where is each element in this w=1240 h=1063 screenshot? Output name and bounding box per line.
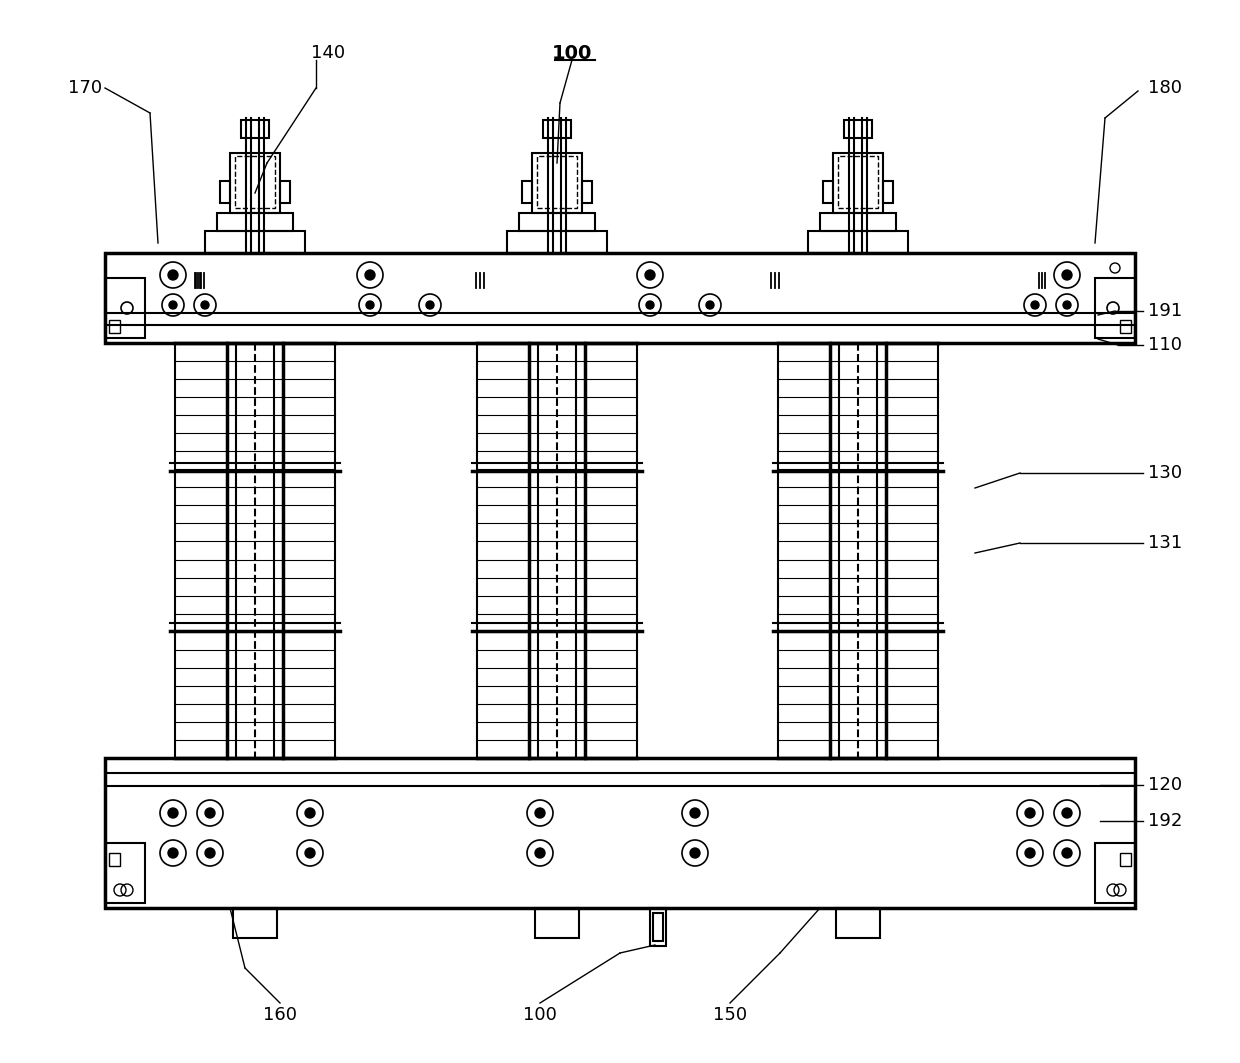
Bar <box>833 153 883 213</box>
Bar <box>543 120 570 138</box>
Circle shape <box>706 301 714 309</box>
Bar <box>582 181 591 203</box>
Bar <box>229 153 280 213</box>
Text: 160: 160 <box>263 1006 298 1024</box>
Text: 180: 180 <box>1148 79 1182 97</box>
Circle shape <box>167 270 179 280</box>
Bar <box>236 156 275 208</box>
Bar <box>109 320 120 333</box>
Bar <box>105 279 145 338</box>
Bar <box>109 853 120 866</box>
Circle shape <box>1063 301 1071 309</box>
Bar <box>1120 320 1131 333</box>
Bar <box>520 213 595 231</box>
Circle shape <box>365 270 374 280</box>
Bar <box>1120 853 1131 866</box>
Bar <box>105 253 1135 343</box>
Circle shape <box>689 848 701 858</box>
Circle shape <box>205 848 215 858</box>
Text: 100: 100 <box>523 1006 557 1024</box>
Circle shape <box>1025 808 1035 819</box>
Text: 192: 192 <box>1148 812 1183 830</box>
Bar <box>534 908 579 938</box>
Bar <box>1095 843 1135 902</box>
Circle shape <box>366 301 374 309</box>
Bar <box>217 213 293 231</box>
Circle shape <box>305 808 315 819</box>
Circle shape <box>1030 301 1039 309</box>
Bar <box>280 181 290 203</box>
Bar <box>233 908 277 938</box>
Bar <box>522 181 532 203</box>
Bar <box>241 120 269 138</box>
Text: 150: 150 <box>713 1006 746 1024</box>
Text: 120: 120 <box>1148 776 1182 794</box>
Circle shape <box>305 848 315 858</box>
Bar <box>883 181 893 203</box>
Bar <box>537 156 577 208</box>
Bar <box>653 913 663 941</box>
Circle shape <box>169 301 177 309</box>
Circle shape <box>1061 848 1073 858</box>
Text: 100: 100 <box>552 44 593 63</box>
Bar <box>808 231 908 253</box>
Bar <box>105 843 145 902</box>
Bar <box>532 153 582 213</box>
Bar <box>823 181 833 203</box>
Bar <box>650 908 666 946</box>
Circle shape <box>646 301 653 309</box>
Text: 191: 191 <box>1148 302 1182 320</box>
Circle shape <box>534 848 546 858</box>
Circle shape <box>534 808 546 819</box>
Bar <box>205 231 305 253</box>
Bar <box>1095 279 1135 338</box>
Text: 140: 140 <box>311 44 345 62</box>
Circle shape <box>427 301 434 309</box>
Circle shape <box>167 848 179 858</box>
Circle shape <box>1061 270 1073 280</box>
Circle shape <box>167 808 179 819</box>
Bar <box>836 908 880 938</box>
Bar <box>105 758 1135 908</box>
Bar <box>844 120 872 138</box>
Bar <box>219 181 229 203</box>
Circle shape <box>201 301 210 309</box>
Circle shape <box>205 808 215 819</box>
Circle shape <box>1025 848 1035 858</box>
Circle shape <box>645 270 655 280</box>
Bar <box>838 156 878 208</box>
Bar <box>820 213 897 231</box>
Circle shape <box>1061 808 1073 819</box>
Circle shape <box>689 808 701 819</box>
Bar <box>507 231 608 253</box>
Text: 131: 131 <box>1148 534 1182 552</box>
Text: 130: 130 <box>1148 465 1182 482</box>
Text: 170: 170 <box>68 79 102 97</box>
Text: 110: 110 <box>1148 336 1182 354</box>
